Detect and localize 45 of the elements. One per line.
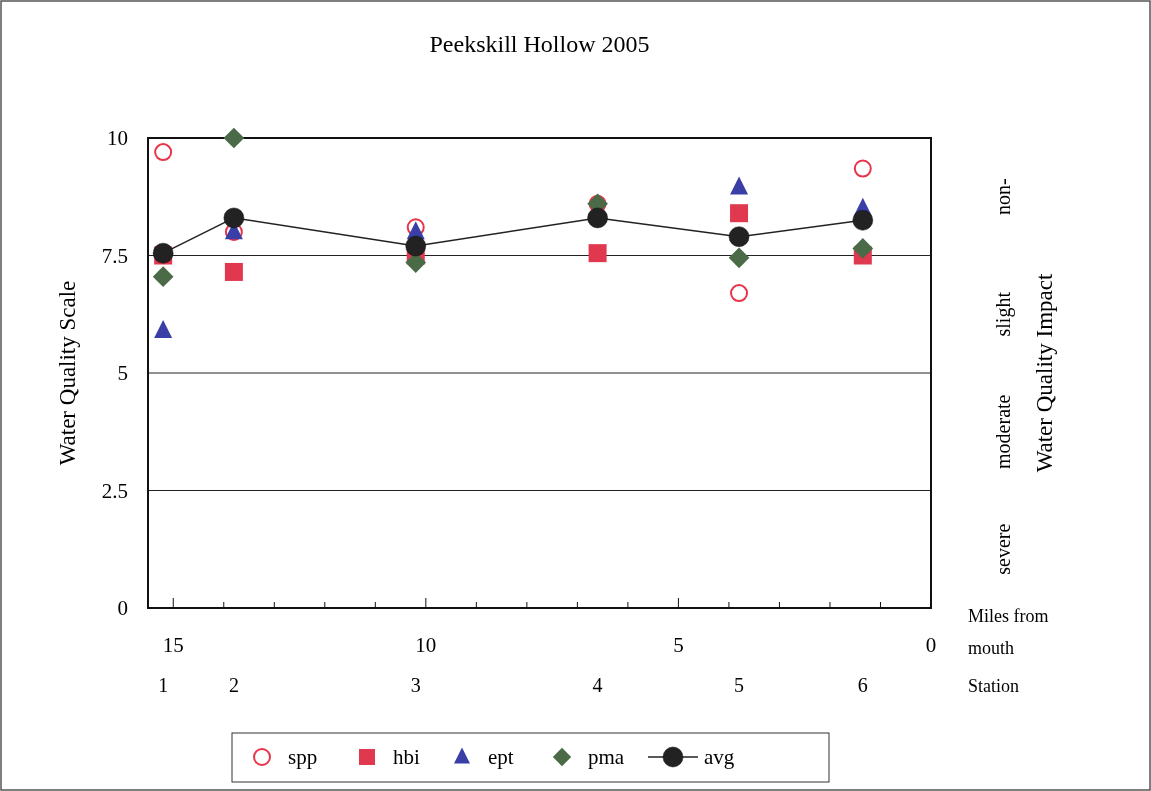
point [852, 210, 874, 231]
point [154, 143, 173, 162]
y-tick-label: 5 [117, 361, 128, 385]
text: 4 [592, 674, 603, 696]
y-tick-label: 10 [107, 126, 128, 150]
point [152, 266, 174, 287]
text: Station [968, 676, 1020, 696]
x-tick-label: 0 [925, 633, 937, 657]
point [853, 159, 872, 178]
y2-axis-title: Water Quality Impact [1032, 273, 1057, 473]
point [223, 207, 245, 229]
x-tick-label: 15 [162, 633, 184, 657]
point [728, 226, 750, 247]
point [405, 235, 426, 257]
point [730, 176, 749, 195]
text: 2 [228, 674, 239, 696]
text: 6 [857, 674, 868, 696]
x-axis-title: Miles from mouth [968, 606, 1049, 658]
text: moderate [992, 394, 1014, 469]
point [588, 244, 607, 263]
text: slight [992, 291, 1015, 337]
point [852, 238, 874, 259]
point [730, 284, 749, 303]
y-axis-title: Water Quality Scale [55, 280, 80, 466]
point [223, 127, 245, 149]
y-tick-label: 7.5 [101, 243, 128, 268]
legend-label: avg [704, 745, 735, 769]
legend-label: hbi [393, 745, 420, 769]
text: 5 [734, 674, 745, 696]
legend-label: pma [588, 745, 625, 769]
x-tick-label: 5 [673, 633, 684, 657]
text: 1 [158, 674, 169, 696]
y-tick-label: 2.5 [101, 478, 128, 503]
chart-title: Peekskill Hollow 2005 [429, 31, 650, 57]
text: non- [992, 178, 1014, 216]
legend-label: spp [288, 745, 318, 769]
point [730, 204, 749, 223]
point [587, 207, 608, 229]
text: 3 [410, 674, 421, 696]
point [224, 262, 243, 281]
x-tick-label: 10 [415, 633, 437, 657]
y-tick-label: 0 [117, 596, 128, 620]
legend-label: ept [488, 745, 514, 769]
text: severe [992, 523, 1014, 575]
point [728, 247, 750, 269]
